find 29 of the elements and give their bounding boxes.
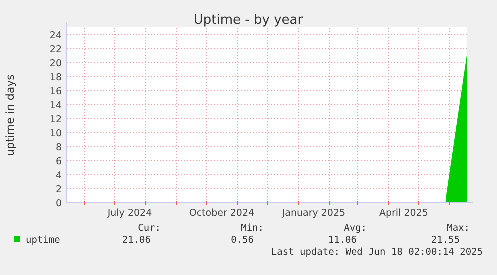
text: Min: (241, 223, 264, 234)
text: Max: (447, 223, 470, 234)
y-tick-label: 0 (56, 198, 62, 210)
y-tick-label: 8 (56, 142, 62, 154)
y-axis-title: uptime in days (4, 74, 17, 156)
text: 21.55 (431, 235, 460, 246)
text: Cur: (138, 223, 161, 234)
text: 21.06 (122, 235, 152, 246)
y-tick-label: 14 (50, 100, 62, 112)
y-tick-label: 16 (50, 86, 62, 98)
y-tick-label: 2 (56, 184, 62, 196)
chart-title: Uptime - by year (194, 13, 304, 28)
x-tick-label: July 2024 (106, 208, 152, 219)
legend-label: uptime (26, 235, 61, 246)
y-tick-label: 22 (50, 44, 62, 56)
y-tick-label: 4 (56, 170, 62, 182)
y-tick-label: 12 (50, 114, 62, 126)
y-tick-label: 18 (50, 72, 62, 84)
y-tick-label: 20 (50, 58, 62, 70)
x-tick-label: April 2025 (379, 208, 428, 219)
text: 11.06 (328, 235, 358, 246)
text: 0.56 (231, 235, 254, 246)
y-tick-label: 6 (56, 156, 62, 168)
y-tick-label: 10 (50, 128, 62, 140)
x-tick-label: October 2024 (189, 208, 255, 219)
x-tick-label: January 2025 (281, 208, 346, 219)
text: Avg: (344, 223, 367, 234)
text: Last update: Wed Jun 18 02:00:14 2025 (271, 247, 483, 258)
y-tick-label: 24 (50, 30, 62, 42)
